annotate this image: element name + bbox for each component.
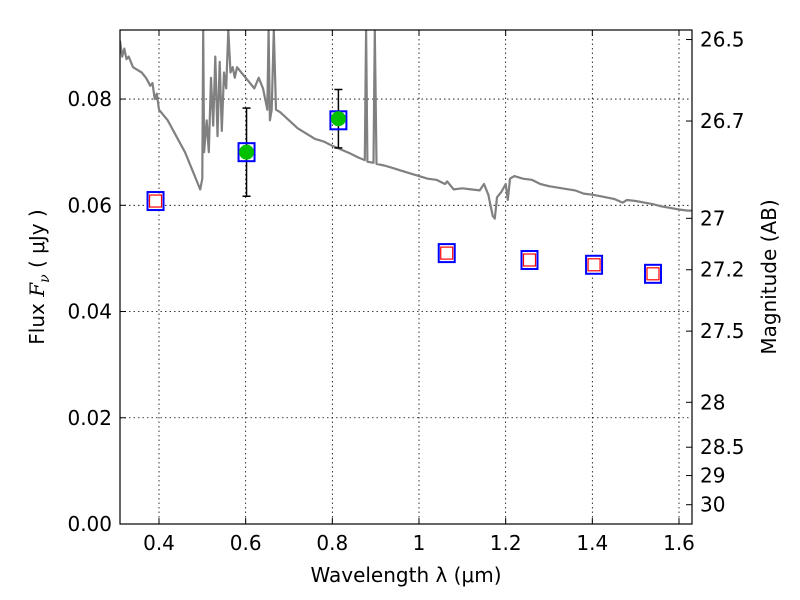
upper-limit-marker — [522, 253, 537, 267]
x-tick-label: 1.6 — [663, 531, 695, 555]
y2-tick-label: 27.2 — [700, 258, 745, 282]
model-band-marker — [146, 191, 165, 212]
measured-flux-marker — [330, 111, 346, 127]
grid — [120, 30, 692, 525]
x-tick-label: 0.6 — [230, 531, 262, 555]
model-band-marker — [520, 250, 539, 271]
y2-axis-label: Magnitude (AB) — [757, 199, 781, 354]
y-axis-label-symbol: F — [25, 282, 49, 298]
y-tick-label: 0.06 — [67, 193, 112, 217]
ticks: 0.4 0.6 0.8 1 1.2 1.4 1.6 0.00 0.02 0.04 0.06 0.08 2… — [67, 28, 744, 555]
y-tick-label: 0.08 — [67, 87, 112, 111]
upper-limit-marker — [148, 194, 163, 208]
data-layer — [120, 30, 692, 284]
y2-tick-label: 30 — [700, 493, 725, 517]
y-axis-label-subscript: ν — [37, 274, 53, 283]
y-axis-label: Flux Fν ( μJy ) — [25, 209, 53, 344]
model-band-marker — [237, 142, 256, 163]
y-axis-label-prefix: Flux — [25, 297, 49, 345]
y-tick-label: 0.04 — [67, 300, 112, 324]
upper-limit-marker — [440, 246, 454, 260]
spectrum-line — [120, 30, 692, 220]
model-band-marker — [437, 243, 456, 264]
plot-frame — [119, 29, 693, 525]
y2-tick-label: 26.7 — [700, 109, 745, 133]
model-band-marker — [585, 254, 604, 275]
upper-limit-marker — [587, 258, 601, 272]
y2-tick-label: 26.5 — [700, 28, 745, 52]
x-tick-label: 1 — [413, 531, 426, 555]
upper-limit-marker — [646, 267, 660, 281]
y2-tick-label: 28 — [700, 390, 725, 414]
y-axis-label-unit: ( μJy ) — [25, 209, 49, 274]
y2-tick-label: 28.5 — [700, 435, 745, 459]
model-band-marker — [644, 263, 662, 284]
measured-flux-marker — [239, 144, 255, 160]
x-axis-label: Wavelength λ (μm) — [310, 563, 501, 587]
y2-tick-label: 27 — [700, 206, 725, 230]
y-tick-label: 0.00 — [67, 512, 112, 536]
y2-tick-label: 29 — [700, 464, 725, 488]
x-tick-label: 0.8 — [316, 531, 348, 555]
y2-tick-label: 27.5 — [700, 319, 745, 343]
x-tick-label: 1.2 — [490, 531, 522, 555]
y-tick-label: 0.02 — [67, 406, 112, 430]
x-tick-label: 1.4 — [576, 531, 608, 555]
x-tick-label: 0.4 — [143, 531, 175, 555]
